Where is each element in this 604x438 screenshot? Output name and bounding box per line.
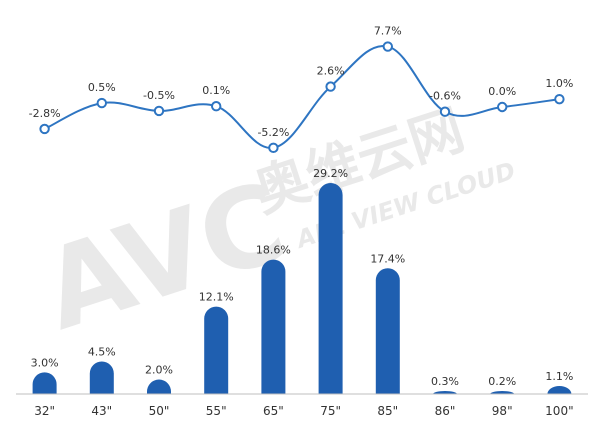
bar-label-4: 18.6% <box>256 244 291 257</box>
tick-label-1: 43" <box>91 404 112 418</box>
bar-9 <box>547 386 572 394</box>
tick-label-8: 98" <box>492 404 513 418</box>
tick-label-0: 32" <box>34 404 55 418</box>
bar-7 <box>433 391 457 394</box>
bar-1 <box>89 361 114 394</box>
x-axis-ticks: 32" 43" 50" 55" 65" 75" 85" 86" 98" 100" <box>34 404 573 418</box>
bar-series <box>32 183 572 394</box>
tick-label-3: 55" <box>206 404 227 418</box>
bar-label-7: 0.3% <box>431 375 459 388</box>
line-series <box>44 45 560 149</box>
bar-label-8: 0.2% <box>488 375 516 388</box>
line-label-9: 1.0% <box>545 77 573 90</box>
line-label-7: -0.6% <box>429 90 461 103</box>
line-label-2: -0.5% <box>143 89 175 102</box>
tick-label-4: 65" <box>263 404 284 418</box>
bar-5 <box>318 183 343 394</box>
tick-label-6: 85" <box>377 404 398 418</box>
tick-label-9: 100" <box>545 404 573 418</box>
line-point-5 <box>325 81 336 92</box>
line-label-0: -2.8% <box>29 107 61 120</box>
bar-label-0: 3.0% <box>31 356 59 369</box>
line-points <box>39 41 565 154</box>
line-point-1 <box>96 97 108 109</box>
line-point-3 <box>211 101 222 112</box>
line-label-8: 0.0% <box>488 85 516 98</box>
line-point-4 <box>268 142 279 154</box>
line-label-5: 2.6% <box>317 65 345 78</box>
bar-label-1: 4.5% <box>88 345 116 358</box>
line-point-2 <box>153 105 165 117</box>
line-labels: -2.8% 0.5% -0.5% 0.1% -5.2% 2.6% 7.7% -0.6% 0.0%… <box>29 25 574 139</box>
tick-label-5: 75" <box>320 404 341 418</box>
bar-8 <box>490 391 515 394</box>
bar-6 <box>375 268 400 394</box>
tick-label-7: 86" <box>435 404 456 418</box>
bar-2 <box>147 379 171 394</box>
bar-3 <box>204 306 229 394</box>
line-point-9 <box>554 93 565 105</box>
bar-4 <box>261 259 286 394</box>
line-label-3: 0.1% <box>202 84 230 97</box>
bar-label-2: 2.0% <box>145 364 173 377</box>
line-point-6 <box>382 41 393 52</box>
line-point-8 <box>497 101 508 113</box>
line-label-6: 7.7% <box>374 25 402 38</box>
bar-label-6: 17.4% <box>370 252 405 265</box>
line-label-4: -5.2% <box>257 126 289 139</box>
bar-label-9: 1.1% <box>545 370 573 383</box>
line-point-7 <box>439 106 451 117</box>
bar-label-5: 29.2% <box>313 167 348 180</box>
bar-0 <box>32 372 57 394</box>
tick-label-2: 50" <box>149 404 170 418</box>
line-label-1: 0.5% <box>88 81 116 94</box>
bar-label-3: 12.1% <box>199 291 234 304</box>
bar-labels: 3.0% 4.5% 2.0% 12.1% 18.6% 29.2% 17.4% 0.3% 0.2%… <box>31 167 574 388</box>
line-point-0 <box>39 123 50 135</box>
